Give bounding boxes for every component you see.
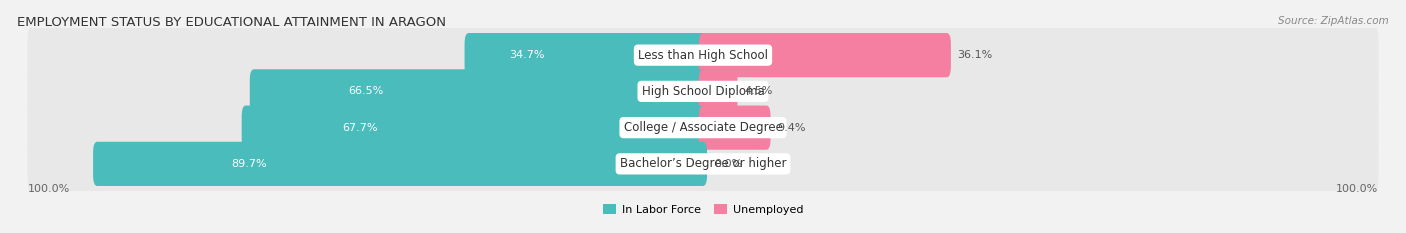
Text: 36.1%: 36.1% [957, 50, 993, 60]
Text: 0.0%: 0.0% [714, 159, 742, 169]
FancyBboxPatch shape [93, 142, 707, 186]
FancyBboxPatch shape [242, 106, 707, 150]
FancyBboxPatch shape [699, 33, 950, 77]
Text: Source: ZipAtlas.com: Source: ZipAtlas.com [1278, 16, 1389, 26]
FancyBboxPatch shape [699, 106, 770, 150]
FancyBboxPatch shape [28, 95, 1378, 160]
FancyBboxPatch shape [28, 59, 1378, 124]
Legend: In Labor Force, Unemployed: In Labor Force, Unemployed [603, 204, 803, 215]
Text: High School Diploma: High School Diploma [641, 85, 765, 98]
Text: 89.7%: 89.7% [231, 159, 266, 169]
Text: 9.4%: 9.4% [778, 123, 806, 133]
Text: 4.5%: 4.5% [744, 86, 772, 96]
Text: EMPLOYMENT STATUS BY EDUCATIONAL ATTAINMENT IN ARAGON: EMPLOYMENT STATUS BY EDUCATIONAL ATTAINM… [17, 16, 446, 29]
FancyBboxPatch shape [464, 33, 707, 77]
FancyBboxPatch shape [28, 131, 1378, 196]
Text: 67.7%: 67.7% [342, 123, 378, 133]
Text: 100.0%: 100.0% [1336, 184, 1378, 194]
FancyBboxPatch shape [699, 69, 738, 113]
FancyBboxPatch shape [28, 23, 1378, 88]
Text: Bachelor’s Degree or higher: Bachelor’s Degree or higher [620, 157, 786, 170]
Text: 100.0%: 100.0% [28, 184, 70, 194]
FancyBboxPatch shape [250, 69, 707, 113]
Text: Less than High School: Less than High School [638, 49, 768, 62]
Text: College / Associate Degree: College / Associate Degree [624, 121, 782, 134]
Text: 66.5%: 66.5% [349, 86, 384, 96]
Text: 34.7%: 34.7% [509, 50, 546, 60]
